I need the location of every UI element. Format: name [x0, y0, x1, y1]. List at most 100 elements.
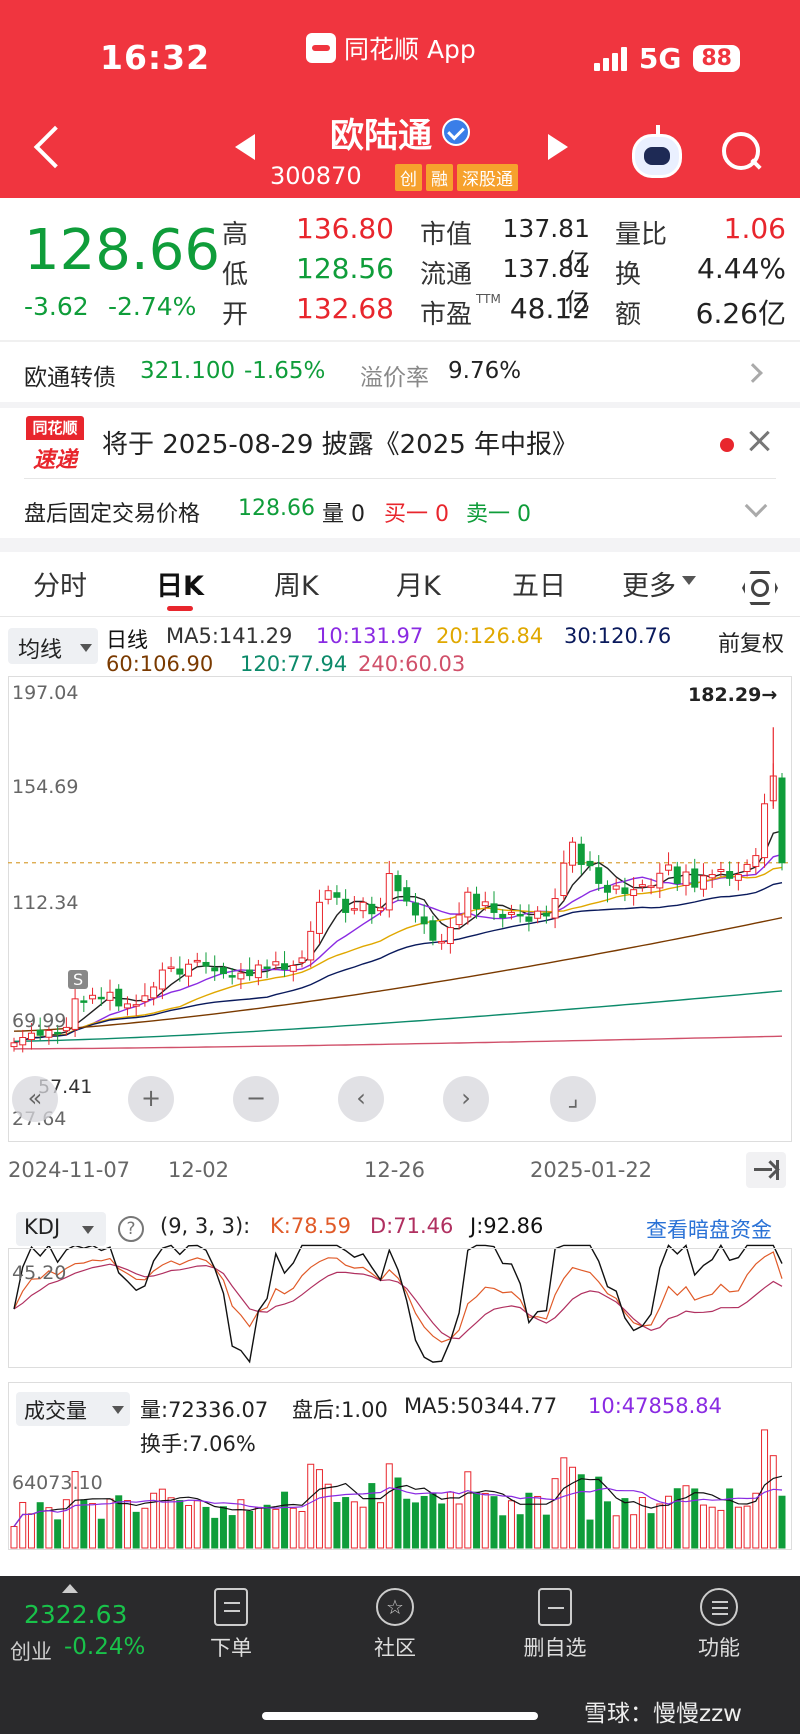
zoom-in-button[interactable]: + [128, 1076, 174, 1122]
candle-body [45, 1029, 53, 1038]
volume-indicator-select[interactable]: 成交量 [16, 1392, 130, 1426]
candle-body [115, 988, 123, 1007]
stock-tags: 创 融 深股通 [395, 164, 518, 191]
volume-bar [621, 1498, 629, 1549]
candle-body [307, 930, 315, 961]
indicator-select-label: 均线 [18, 638, 63, 663]
tab-weekly-k[interactable]: 周K [274, 571, 319, 602]
kdj-line-d [13, 1263, 783, 1340]
candle-body [560, 862, 568, 897]
search-icon[interactable] [722, 132, 762, 172]
candle-body [638, 884, 646, 888]
nav-label: 下单 [210, 1636, 252, 1660]
caret-down-icon [82, 1226, 94, 1234]
nav-place-order[interactable]: 下单 [176, 1588, 286, 1662]
scroll-right-button[interactable]: › [443, 1076, 489, 1122]
news-logo-bottom: 速递 [32, 448, 77, 473]
bond-price: 321.100 [140, 358, 236, 384]
scroll-left-button[interactable]: ‹ [338, 1076, 384, 1122]
volume-bar [778, 1495, 786, 1549]
verified-icon [442, 118, 470, 146]
after-hours-bid: 买一 0 [384, 502, 449, 527]
ai-assistant-robot-icon[interactable] [632, 125, 682, 178]
low-value: 128.56 [296, 252, 394, 285]
volume-bar [638, 1497, 646, 1549]
settings-icon[interactable] [740, 568, 774, 602]
candle-body [761, 803, 769, 859]
amount-label: 额 [615, 300, 642, 330]
candle-body [569, 841, 577, 866]
candle-body [211, 967, 219, 972]
volume-bar [89, 1503, 97, 1549]
candle-body [71, 998, 79, 1030]
volume-bar [560, 1457, 568, 1549]
nav-community[interactable]: ☆ 社区 [340, 1588, 450, 1662]
amount-value: 6.26亿 [695, 297, 786, 330]
convertible-bond-row[interactable]: 欧通转债 321.100 -1.65% 溢价率 9.76% [0, 346, 800, 402]
volume-bar [647, 1513, 655, 1549]
candle-body [717, 868, 725, 873]
candle-body [403, 887, 411, 902]
candle-body [656, 872, 664, 889]
nav-functions[interactable]: 功能 [664, 1588, 774, 1662]
volume-ma10-line [13, 1487, 783, 1527]
volume-bar [132, 1511, 140, 1549]
zoom-out-button[interactable]: − [233, 1076, 279, 1122]
volume-bar [507, 1500, 515, 1549]
stock-name: 欧陆通 [330, 116, 432, 156]
volume-bar [682, 1485, 690, 1549]
candle-body [595, 867, 603, 884]
volume-bar [54, 1519, 62, 1549]
fullscreen-button[interactable]: ⌟ [550, 1076, 596, 1122]
volume-chart-area[interactable] [8, 1382, 792, 1550]
nav-remove-watchlist[interactable]: 删自选 [500, 1588, 610, 1662]
zoom-out-far-button[interactable]: « [12, 1076, 58, 1122]
news-divider [24, 478, 776, 479]
sell-signal-marker[interactable]: S [68, 970, 89, 989]
bond-premium: 9.76% [448, 358, 522, 384]
volume-bar [534, 1495, 542, 1549]
tab-intraday[interactable]: 分时 [33, 571, 87, 602]
candle-body [97, 996, 105, 1000]
caret-down-icon [80, 644, 92, 652]
ma-period: 日线 [106, 628, 148, 652]
kdj-chart-area[interactable] [8, 1248, 792, 1368]
candle-body [630, 889, 638, 897]
volume-bar [97, 1518, 105, 1549]
x-date-label: 12-26 [364, 1158, 426, 1182]
candle-body [377, 907, 385, 912]
candle-body [193, 959, 201, 963]
candle-body [481, 901, 489, 907]
volume-bar [542, 1514, 550, 1549]
tab-monthly-k[interactable]: 月K [396, 571, 441, 602]
pe-value: 48.12 [509, 292, 590, 325]
index-value[interactable]: 2322.63 [24, 1600, 128, 1629]
after-hours-price: 128.66 [238, 496, 315, 521]
volume-bar [333, 1501, 341, 1549]
candle-body [298, 957, 306, 963]
dark-pool-funds-link[interactable]: 查看暗盘资金 [646, 1218, 772, 1242]
indicator-select[interactable]: 均线 [8, 628, 98, 664]
tab-more[interactable]: 更多 [622, 571, 676, 602]
vol-ratio-label: 量比 [615, 220, 668, 250]
news-banner[interactable]: 同花顺 速递 将于 2025-08-29 披露《2025 年中报》 [0, 408, 800, 480]
jump-to-latest-icon[interactable] [746, 1152, 786, 1188]
candle-body [586, 860, 594, 867]
x-date-label: 12-02 [168, 1158, 230, 1182]
candle-body [525, 916, 533, 922]
price-adjust-toggle[interactable]: 前复权 [718, 632, 785, 657]
news-logo-top: 同花顺 [26, 416, 84, 440]
volume-bar [176, 1500, 184, 1549]
after-hours-row[interactable]: 盘后固定交易价格 128.66 量 0 买一 0 卖一 0 [0, 482, 800, 538]
tab-daily-k[interactable]: 日K [156, 571, 204, 602]
mktcap-label: 市值 [420, 220, 473, 250]
tab-five-day[interactable]: 五日 [512, 571, 566, 602]
next-stock-arrow-icon[interactable] [548, 134, 568, 160]
prev-stock-arrow-icon[interactable] [235, 134, 255, 160]
candle-body [36, 1029, 44, 1036]
candle-body [272, 961, 280, 966]
status-time: 16:32 [100, 38, 211, 77]
kline-chart-area[interactable] [8, 676, 792, 1142]
volume-bar [656, 1503, 664, 1549]
help-icon[interactable]: ? [118, 1216, 144, 1242]
